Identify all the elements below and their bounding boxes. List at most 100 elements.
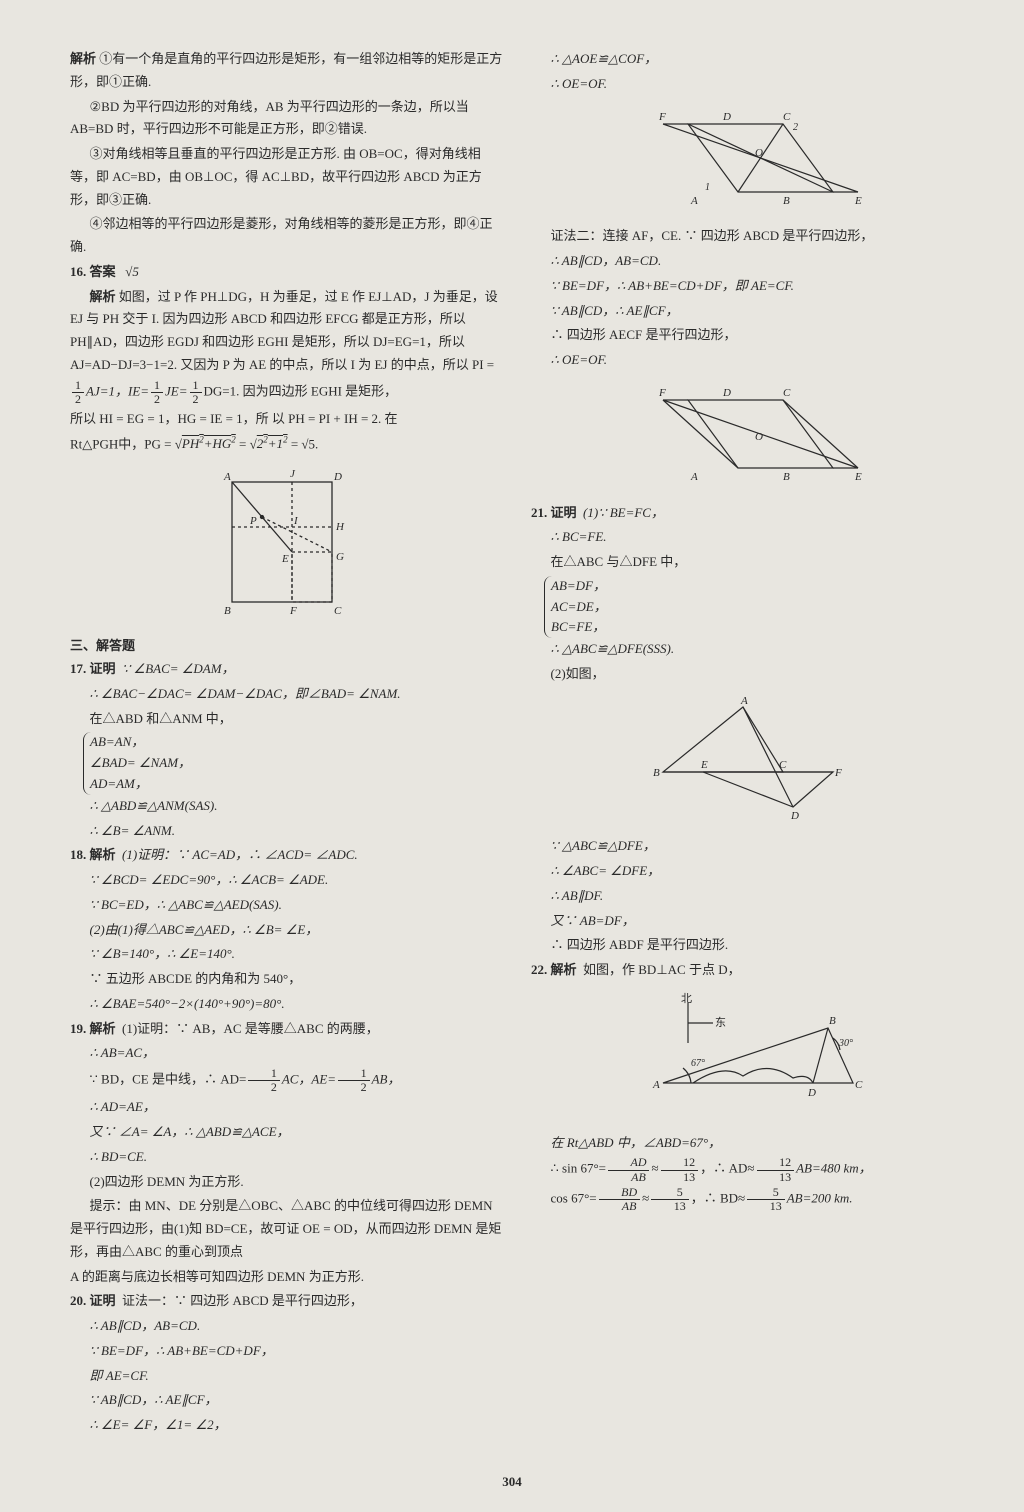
svg-text:D: D bbox=[722, 387, 731, 399]
q18-l7: ∴ ∠BAE=540°−2×(140°+90°)=80°. bbox=[70, 993, 503, 1016]
q19-l3c: AB， bbox=[372, 1072, 401, 1087]
p1c: ③对角线相等且垂直的平行四边形是正方形. 由 OB=OC，得对角线相等，即 AC… bbox=[70, 143, 503, 211]
p1b: ②BD 为平行四边形的对角线，AB 为平行四边形的一条边，所以当 AB=BD 时… bbox=[70, 96, 503, 142]
q20-m8: ∴ OE=OF. bbox=[531, 73, 964, 96]
page-body: 解析 ①有一个角是直角的平行四边形是矩形，有一组邻边相等的矩形是正方形，即①正确… bbox=[70, 48, 964, 1448]
svg-text:A: A bbox=[690, 471, 698, 483]
svg-text:F: F bbox=[658, 111, 666, 123]
svg-text:I: I bbox=[293, 515, 299, 527]
q20-num: 20. bbox=[70, 1293, 86, 1308]
q21-l9: 又∵ AB=DF， bbox=[531, 910, 964, 933]
svg-text:C: C bbox=[783, 387, 791, 399]
q22-l3b: ≈ bbox=[651, 1161, 658, 1176]
q17-l4: ∴ △ABD≌△ANM(SAS). bbox=[70, 795, 503, 818]
q19-num: 19. bbox=[70, 1021, 86, 1036]
q19-l3a: ∵ BD，CE 是中线，∴ AD= bbox=[90, 1072, 247, 1087]
q18-label: 解析 bbox=[90, 847, 116, 862]
svg-text:C: C bbox=[855, 1079, 863, 1091]
q18-l4: (2)由(1)得△ABC≌△AED，∴ ∠B= ∠E， bbox=[70, 919, 503, 942]
page-number: 304 bbox=[0, 1471, 1024, 1494]
q21-brace: AB=DF， AC=DE， BC=FE， bbox=[544, 576, 607, 638]
q21-l4: ∴ △ABC≌△DFE(SSS). bbox=[531, 638, 964, 661]
svg-text:1: 1 bbox=[705, 182, 710, 193]
q22-num: 22. bbox=[531, 962, 547, 977]
q17-num: 17. bbox=[70, 661, 86, 676]
q21-l1: (1)∵ BE=FC， bbox=[583, 505, 664, 520]
jiexi-label: 解析 bbox=[70, 51, 96, 66]
q22-l4c: ，∴ BD≈ bbox=[691, 1190, 745, 1205]
q22-l3d: AB=480 km， bbox=[796, 1161, 872, 1176]
svg-text:A: A bbox=[652, 1079, 660, 1091]
q21-l2: ∴ BC=FE. bbox=[531, 526, 964, 549]
q19-l8: 提示：由 MN、DE 分别是△OBC、△ABC 的中位线可得四边形 DEMN 是… bbox=[70, 1195, 503, 1263]
q16-p4a: Rt△PGH中，PG = bbox=[70, 436, 175, 451]
q16-p4c: = √5. bbox=[288, 436, 319, 451]
q22-l4a: cos 67°= bbox=[551, 1190, 597, 1205]
svg-text:B: B bbox=[783, 195, 790, 207]
fig-16: AJD PIH EG BFC bbox=[70, 462, 503, 630]
q21-num: 21. bbox=[531, 505, 547, 520]
svg-text:B: B bbox=[653, 767, 660, 779]
q21-l8: ∴ AB∥DF. bbox=[531, 885, 964, 908]
q21-l6: ∵ △ABC≌△DFE， bbox=[531, 835, 964, 858]
q16-p2b: JE= bbox=[165, 383, 187, 398]
svg-text:D: D bbox=[333, 471, 342, 483]
svg-text:F: F bbox=[834, 767, 842, 779]
svg-text:D: D bbox=[722, 111, 731, 123]
svg-text:C: C bbox=[334, 605, 342, 617]
q22-l2: 在 Rt△ABD 中，∠ABD=67°， bbox=[531, 1132, 964, 1155]
q16-p4: Rt△PGH中，PG = √PH2+HG2 = √22+12 = √5. bbox=[70, 433, 503, 456]
p1a: ①有一个角是直角的平行四边形是矩形，有一组邻边相等的矩形是正方形，即①正确. bbox=[70, 51, 502, 89]
p1d: ④邻边相等的平行四边形是菱形，对角线相等的菱形是正方形，即④正确. bbox=[70, 213, 503, 259]
q22-l4: cos 67°=BDAB≈513，∴ BD≈513AB=200 km. bbox=[531, 1186, 964, 1213]
fig-22: 北东 ABCD 67°30° bbox=[531, 988, 964, 1126]
q19-l2: ∴ AB=AC， bbox=[70, 1042, 503, 1065]
q20-n3: ∵ BE=DF，∴ AB+BE=CD+DF，即 AE=CF. bbox=[531, 275, 964, 298]
svg-text:F: F bbox=[289, 605, 297, 617]
q17-l1: ∵ ∠BAC= ∠DAM， bbox=[122, 661, 235, 676]
right-cont: A 的距离与底边长相等可知四边形 DEMN 为正方形. bbox=[70, 1266, 503, 1289]
q17-b3: AD=AM， bbox=[90, 774, 191, 795]
q21-l5: (2)如图， bbox=[531, 663, 964, 686]
q19-l4: ∴ AD=AE， bbox=[70, 1096, 503, 1119]
q18-l2: ∵ ∠BCD= ∠EDC=90°，∴ ∠ACB= ∠ADE. bbox=[70, 869, 503, 892]
q21-l10: ∴ 四边形 ABDF 是平行四边形. bbox=[531, 934, 964, 957]
q20-m1: 证法一：∵ 四边形 ABCD 是平行四边形， bbox=[122, 1293, 363, 1308]
q20-m7: ∴ △AOE≌△COF， bbox=[531, 48, 964, 71]
svg-text:E: E bbox=[854, 471, 862, 483]
q21-l3: 在△ABC 与△DFE 中， bbox=[531, 551, 964, 574]
svg-text:B: B bbox=[224, 605, 231, 617]
q16-ans: √5 bbox=[125, 264, 139, 279]
q17-brace: AB=AN， ∠BAD= ∠NAM， AD=AM， bbox=[83, 732, 191, 794]
q22-l4b: ≈ bbox=[642, 1190, 649, 1205]
svg-text:67°: 67° bbox=[691, 1058, 705, 1069]
q20-n4: ∵ AB∥CD，∴ AE∥CF， bbox=[531, 300, 964, 323]
svg-text:B: B bbox=[829, 1015, 836, 1027]
q20-m6: ∴ ∠E= ∠F，∠1= ∠2， bbox=[70, 1414, 503, 1437]
q16-num: 16. bbox=[70, 264, 86, 279]
q22-l4d: AB=200 km. bbox=[787, 1190, 853, 1205]
q16-p3: 所以 HI = EG = 1，HG = IE = 1，所 以 PH = PI +… bbox=[70, 408, 503, 431]
q20-n1: 证法二：连接 AF，CE. ∵ 四边形 ABCD 是平行四边形， bbox=[531, 225, 964, 248]
q21-l7: ∴ ∠ABC= ∠DFE， bbox=[531, 860, 964, 883]
q22-l3: ∴ sin 67°=ADAB≈1213，∴ AD≈1213AB=480 km， bbox=[531, 1156, 964, 1183]
q17-b1: AB=AN， bbox=[90, 732, 191, 753]
svg-text:D: D bbox=[790, 810, 799, 822]
fig-21: A BECF D bbox=[531, 692, 964, 830]
q16-jiexi-label: 解析 bbox=[90, 289, 116, 304]
q17-l3: 在△ABD 和△ANM 中， bbox=[70, 708, 503, 731]
q21-label: 证明 bbox=[551, 505, 577, 520]
svg-text:H: H bbox=[335, 521, 345, 533]
q17-b2: ∠BAD= ∠NAM， bbox=[90, 753, 191, 774]
q22-l3c: ，∴ AD≈ bbox=[700, 1161, 754, 1176]
svg-text:C: C bbox=[783, 111, 791, 123]
svg-text:G: G bbox=[336, 551, 344, 563]
jiexi-block: 解析 ①有一个角是直角的平行四边形是矩形，有一组邻边相等的矩形是正方形，即①正确… bbox=[70, 48, 503, 94]
svg-text:O: O bbox=[755, 147, 763, 159]
svg-text:北: 北 bbox=[681, 992, 692, 1005]
q20-n6: ∴ OE=OF. bbox=[531, 349, 964, 372]
svg-text:D: D bbox=[807, 1087, 816, 1099]
q16-p2a: AJ=1，IE= bbox=[86, 383, 149, 398]
q17-label: 证明 bbox=[90, 661, 116, 676]
q22-l3a: ∴ sin 67°= bbox=[551, 1161, 606, 1176]
